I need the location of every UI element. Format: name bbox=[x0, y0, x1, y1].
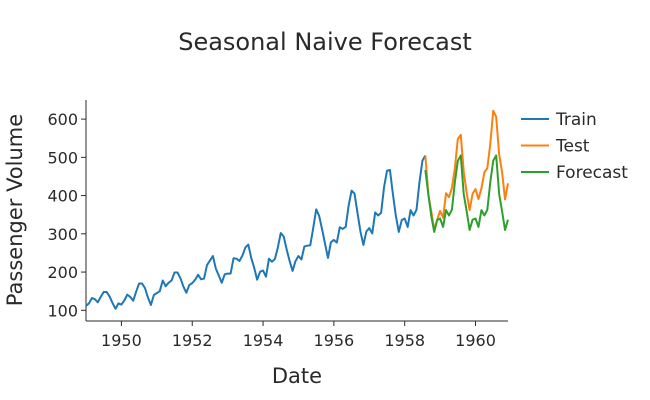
y-tick-label: 200 bbox=[47, 263, 78, 282]
legend-label-train: Train bbox=[555, 110, 597, 130]
x-tick-label: 1958 bbox=[384, 331, 425, 350]
series-line-train bbox=[85, 154, 427, 310]
series-lines bbox=[85, 109, 509, 310]
legend-label-forecast: Forecast bbox=[556, 163, 628, 183]
x-tick-label: 1950 bbox=[101, 331, 142, 350]
y-axis-ticks: 100 200 300 400 500 600 bbox=[47, 110, 86, 320]
x-axis-title: Date bbox=[272, 364, 322, 388]
y-tick-label: 300 bbox=[47, 225, 78, 244]
x-tick-label: 1954 bbox=[243, 331, 284, 350]
legend-label-test: Test bbox=[555, 137, 590, 157]
chart-title: Seasonal Naive Forecast bbox=[178, 28, 472, 56]
x-tick-label: 1952 bbox=[172, 331, 213, 350]
y-tick-label: 400 bbox=[47, 187, 78, 206]
legend: Train Test Forecast bbox=[521, 110, 628, 183]
series-line-test bbox=[424, 109, 509, 231]
x-axis-ticks: 1950 1952 1954 1956 1958 1960 bbox=[101, 321, 496, 350]
y-axis-title: Passenger Volume bbox=[3, 114, 27, 306]
series-line-forecast bbox=[424, 154, 509, 233]
y-tick-label: 600 bbox=[47, 110, 78, 129]
x-tick-label: 1956 bbox=[314, 331, 355, 350]
x-tick-label: 1960 bbox=[455, 331, 496, 350]
y-tick-label: 100 bbox=[47, 301, 78, 320]
y-tick-label: 500 bbox=[47, 148, 78, 167]
